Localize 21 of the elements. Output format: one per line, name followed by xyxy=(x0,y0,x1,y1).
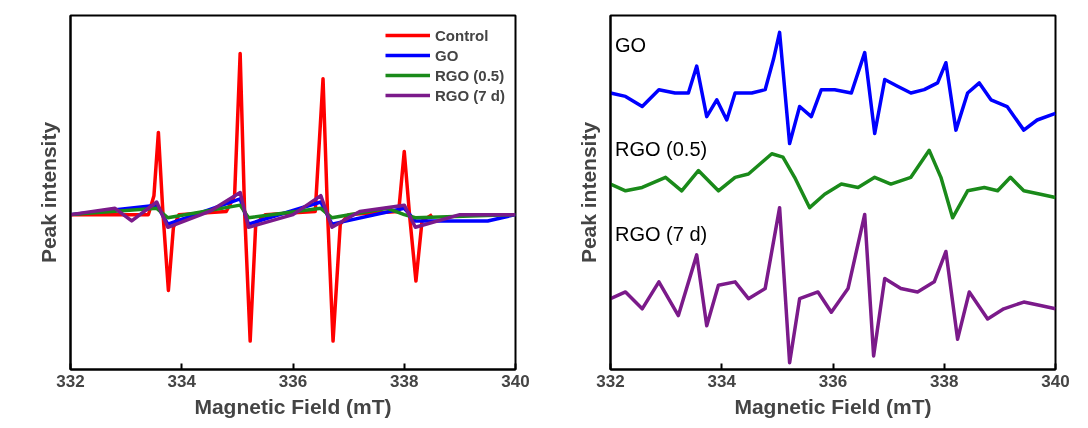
series-label: RGO (7 d) xyxy=(614,222,708,245)
x-tick-label: 334 xyxy=(167,371,197,391)
y-axis-title: Peak intensity xyxy=(576,121,600,264)
x-tick-label: 334 xyxy=(707,371,737,391)
x-tick-label: 338 xyxy=(390,371,419,391)
legend-label: RGO (7 d) xyxy=(435,86,505,104)
x-tick-label: 338 xyxy=(930,371,959,391)
legend-label: Control xyxy=(435,26,489,44)
series-label: GO xyxy=(614,33,647,56)
x-tick-label: 340 xyxy=(1041,371,1070,391)
x-tick-label: 336 xyxy=(278,371,308,391)
x-tick-label: 340 xyxy=(501,371,530,391)
series-label: RGO (0.5) xyxy=(614,138,708,161)
x-axis-title: Magnetic Field (mT) xyxy=(734,394,932,418)
x-tick-label: 332 xyxy=(56,371,85,391)
x-axis-title: Magnetic Field (mT) xyxy=(194,394,392,418)
y-axis-title: Peak intensity xyxy=(36,121,60,264)
x-tick-label: 332 xyxy=(596,371,625,391)
legend-label: RGO (0.5) xyxy=(435,66,505,84)
x-tick-label: 336 xyxy=(818,371,848,391)
legend-label: GO xyxy=(435,46,459,64)
